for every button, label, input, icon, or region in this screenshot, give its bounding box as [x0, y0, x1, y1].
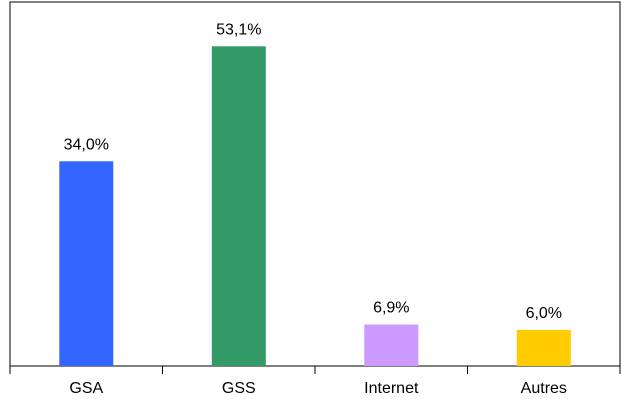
x-tick-label-gss: GSS — [222, 380, 256, 397]
bar-internet — [364, 324, 419, 366]
x-tick-label-internet: Internet — [364, 380, 419, 397]
data-labels-group: 34,0% 53,1% 6,9% 6,0% — [64, 21, 562, 322]
bar-autres — [516, 329, 571, 366]
x-tick-label-gsa: GSA — [69, 380, 103, 397]
data-label-gss: 53,1% — [216, 21, 261, 38]
bar-gss — [211, 46, 266, 367]
x-tick-label-autres: Autres — [521, 380, 567, 397]
x-axis-labels-group: GSA GSS Internet Autres — [69, 380, 567, 397]
bar-gsa — [59, 161, 114, 366]
data-label-internet: 6,9% — [373, 300, 409, 317]
data-label-autres: 6,0% — [526, 305, 562, 322]
data-label-gsa: 34,0% — [64, 136, 109, 153]
bars-group — [59, 46, 571, 367]
x-axis-ticks-group — [9, 366, 621, 374]
